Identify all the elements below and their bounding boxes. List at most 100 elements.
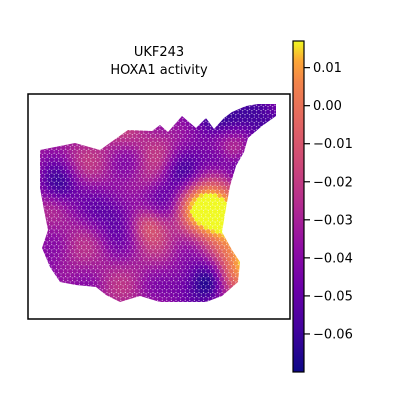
spot <box>205 237 211 242</box>
spot <box>215 284 220 290</box>
spot <box>224 165 229 171</box>
spot <box>123 245 128 250</box>
spot <box>143 225 149 230</box>
spot <box>235 193 241 198</box>
spot <box>198 145 204 151</box>
spot <box>70 161 75 167</box>
spot <box>215 300 220 302</box>
spot <box>224 181 229 187</box>
spot <box>70 217 75 222</box>
spot <box>221 296 227 302</box>
spot <box>123 292 128 298</box>
spot <box>192 157 197 163</box>
spot <box>56 113 62 119</box>
spot <box>65 257 71 262</box>
spot <box>231 225 236 230</box>
spot <box>143 249 149 254</box>
spot <box>198 264 204 270</box>
spot <box>95 284 101 290</box>
spot <box>169 213 174 218</box>
spot <box>233 125 239 131</box>
spot <box>256 173 262 179</box>
spot <box>228 260 234 266</box>
spot <box>134 217 140 222</box>
spot <box>97 161 103 167</box>
spot <box>212 241 218 246</box>
spot <box>240 113 246 119</box>
spot <box>265 173 271 179</box>
spot <box>81 237 87 242</box>
spot <box>123 300 128 302</box>
spot <box>113 268 119 274</box>
spot <box>198 177 204 183</box>
spot <box>109 213 114 218</box>
spot <box>219 245 225 250</box>
spot <box>136 205 142 210</box>
spot <box>88 241 94 246</box>
spot <box>240 145 246 151</box>
spot <box>180 241 186 246</box>
spot <box>129 288 135 294</box>
spot <box>54 149 59 155</box>
spot <box>212 264 218 270</box>
spot <box>132 292 137 298</box>
spot <box>132 213 137 218</box>
spot <box>72 141 78 147</box>
spot <box>164 268 170 274</box>
spot <box>42 113 48 119</box>
spot <box>93 264 98 270</box>
spot <box>164 181 170 187</box>
spot <box>155 253 160 258</box>
spot <box>215 149 220 155</box>
spot <box>169 197 174 202</box>
spot <box>162 241 167 246</box>
spot <box>136 197 142 202</box>
spot <box>228 245 234 250</box>
spot <box>47 185 52 191</box>
spot <box>139 137 144 143</box>
spot <box>67 245 73 250</box>
spot <box>86 300 91 302</box>
spot <box>40 209 43 214</box>
spot <box>113 141 119 147</box>
spot <box>215 237 220 242</box>
spot <box>192 268 197 274</box>
spot <box>203 233 209 238</box>
spot <box>51 177 57 183</box>
spot <box>217 288 223 294</box>
spot <box>258 280 264 286</box>
spot <box>258 217 264 222</box>
spot <box>127 292 133 298</box>
spot <box>159 133 165 139</box>
spot <box>178 260 183 266</box>
spot <box>242 229 248 234</box>
spot <box>210 181 216 187</box>
spot <box>120 249 126 254</box>
spot <box>159 245 165 250</box>
spot <box>178 300 183 302</box>
spot <box>251 253 257 258</box>
spot <box>164 141 170 147</box>
spot <box>194 233 200 238</box>
spot <box>77 245 82 250</box>
spot <box>238 284 243 290</box>
spot <box>116 121 121 127</box>
spot <box>49 181 55 187</box>
spot <box>60 288 66 294</box>
spot <box>192 260 197 266</box>
spot <box>178 165 183 171</box>
spot <box>175 217 181 222</box>
spot <box>272 288 276 294</box>
spot <box>249 113 255 119</box>
spot <box>90 141 96 147</box>
spot <box>157 257 163 262</box>
spot <box>201 253 206 258</box>
spot <box>100 157 105 163</box>
spot <box>113 260 119 266</box>
spot <box>244 209 250 214</box>
spot <box>90 125 96 131</box>
spot <box>152 201 158 206</box>
spot <box>134 121 140 127</box>
spot <box>254 153 259 159</box>
spot <box>74 113 80 119</box>
